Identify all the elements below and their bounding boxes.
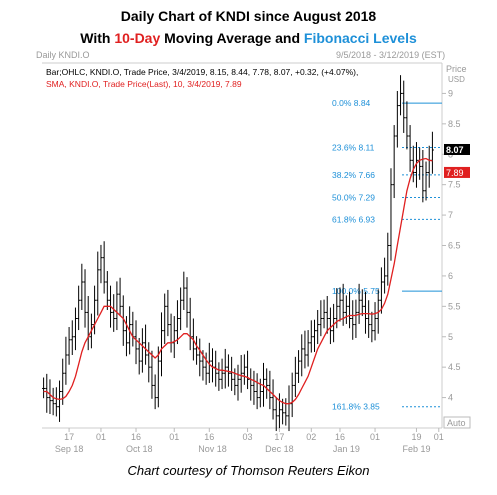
x-tick-label: 03 <box>243 432 253 442</box>
chart-credit: Chart courtesy of Thomson Reuters Eikon <box>127 463 370 478</box>
x-month-label: Sep 18 <box>55 444 84 454</box>
auto-scale-button[interactable] <box>443 416 471 429</box>
x-tick-label: 17 <box>274 432 284 442</box>
header-left: Daily KNDI.O <box>36 50 90 60</box>
title-prefix: With <box>80 30 115 46</box>
y-tick-label: 5 <box>448 332 453 342</box>
price-axis-title: Price <box>446 64 467 74</box>
price-bars <box>42 75 434 432</box>
x-month-label: Dec 18 <box>265 444 294 454</box>
y-tick-label: 5.5 <box>448 301 461 311</box>
y-tick-label: 8.5 <box>448 119 461 129</box>
x-tick-label: 02 <box>306 432 316 442</box>
x-tick-label: 01 <box>96 432 106 442</box>
price-chart: Daily KNDI.O 9/5/2018 - 3/12/2019 (EST) … <box>36 50 471 454</box>
x-tick-label: 01 <box>370 432 380 442</box>
fib-level-label: 61.8% 6.93 <box>332 214 375 224</box>
x-tick-label: 17 <box>64 432 74 442</box>
x-tick-label: 01 <box>434 432 444 442</box>
title-middle: Moving Average and <box>160 30 304 46</box>
y-tick-label: 4.5 <box>448 362 461 372</box>
chart-title-line2: With 10-Day Moving Average and Fibonacci… <box>0 30 497 46</box>
x-month-label: Nov 18 <box>198 444 227 454</box>
legend-ohlc: Bar;OHLC, KNDI.O, Trade Price, 3/4/2019,… <box>46 67 358 77</box>
fib-level-label: 161.8% 3.85 <box>332 402 380 412</box>
y-tick-label: 4 <box>448 393 453 403</box>
y-tick-label: 6.5 <box>448 241 461 251</box>
x-tick-label: 01 <box>169 432 179 442</box>
x-axis: 17 01 16 01 16 03 17 02 16 01 19 01 Sep 18 Oct 18 Nov … <box>55 428 444 454</box>
x-month-label: Feb 19 <box>402 444 430 454</box>
header-right: 9/5/2018 - 3/12/2019 (EST) <box>336 50 445 60</box>
title-fib: Fibonacci Levels <box>303 30 417 46</box>
sma-line <box>43 157 433 405</box>
y-tick-label: 7.5 <box>448 180 461 190</box>
last-sma-tag <box>444 166 470 178</box>
chart-panel: Daily KNDI.O 9/5/2018 - 3/12/2019 (EST) … <box>34 48 474 458</box>
last-price-label: 8.07 <box>446 145 464 155</box>
x-tick-label: 16 <box>131 432 141 442</box>
chart-title-line1: Daily Chart of KNDI since August 2018 <box>120 8 377 24</box>
fib-level-label: 0.0% 8.84 <box>332 98 371 108</box>
auto-scale-label: Auto <box>447 418 466 428</box>
y-tick-label: 6 <box>448 271 453 281</box>
fib-level-label: 23.6% 8.11 <box>332 143 375 153</box>
x-tick-label: 19 <box>411 432 421 442</box>
x-month-label: Jan 19 <box>333 444 360 454</box>
last-price-tag <box>444 143 470 155</box>
x-month-label: Oct 18 <box>126 444 153 454</box>
fibonacci-levels: 0.0% 8.84 23.6% 8.11 38.2% 7.66 50.0% 7.29 6… <box>332 98 442 412</box>
x-tick-label: 16 <box>204 432 214 442</box>
y-axis: 44.555.566.577.588.59 <box>442 88 461 403</box>
title-ma: 10-Day <box>114 30 161 46</box>
fib-level-label: 100.0% 5.75 <box>332 286 380 296</box>
fib-level-label: 38.2% 7.66 <box>332 170 375 180</box>
fib-level-label: 50.0% 7.29 <box>332 192 375 202</box>
x-tick-label: 16 <box>335 432 345 442</box>
y-tick-label: 9 <box>448 88 453 98</box>
last-sma-label: 7.89 <box>446 168 464 178</box>
y-tick-label: 7 <box>448 210 453 220</box>
price-axis-unit: USD <box>448 75 465 84</box>
legend-sma: SMA, KNDI.O, Trade Price(Last), 10, 3/4/… <box>46 79 242 89</box>
